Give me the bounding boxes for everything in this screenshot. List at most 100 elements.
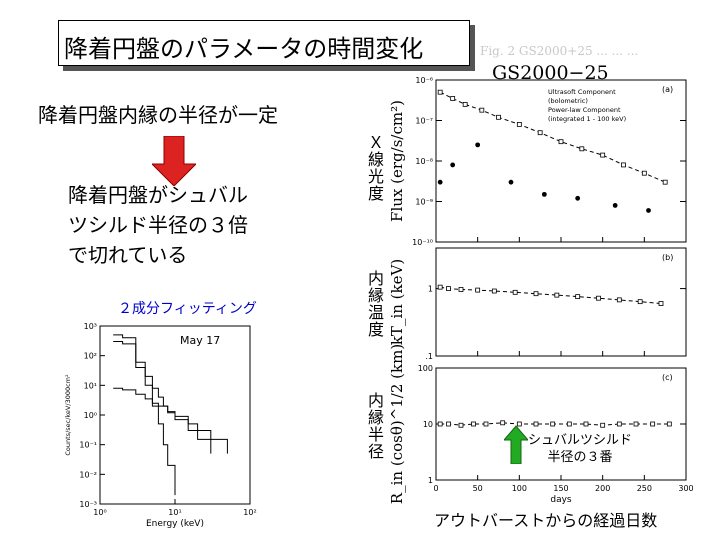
data-point: [516, 421, 522, 427]
y-axis-label: kT_in (keV): [388, 259, 406, 345]
data-point: [446, 421, 451, 427]
y-tick-label: 10⁻²: [79, 470, 97, 479]
data-point: [550, 421, 556, 427]
data-point: [612, 203, 618, 208]
data-point: [450, 162, 456, 168]
data-point: [616, 421, 622, 427]
fit-label: ２成分フィッティング: [118, 301, 257, 317]
annotation-line-1: シュバルツシルド: [528, 433, 633, 448]
legend-entry: Power-law Component: [548, 106, 621, 114]
conclusion-line-1: 降着円盤がシュバル: [68, 183, 248, 207]
data-point: [458, 422, 464, 428]
panel-tag: (a): [662, 85, 673, 94]
parameter-panels: 10⁻⁶ 10⁻⁷ 10⁻⁸ 10⁻⁹ 10⁻¹⁰ Flux (erg/s/cm²) (a)…: [388, 76, 694, 505]
radius-side-label: 内縁半径: [365, 392, 384, 460]
panel-frame: [435, 79, 687, 243]
y-tick-label: 1: [428, 285, 433, 294]
legend-entry: Ultrasoft Component: [548, 88, 616, 96]
y-tick-label: 10⁻⁹: [415, 198, 433, 207]
data-point: [512, 289, 518, 295]
data-point: [491, 288, 497, 294]
x-tick-label: 0: [433, 484, 438, 493]
y-tick-label: 10: [423, 420, 433, 429]
data-point: [600, 152, 606, 158]
down-arrow-icon: [152, 136, 196, 186]
data-point: [437, 89, 443, 95]
y-tick-label: 10³: [84, 322, 97, 331]
data-point: [575, 294, 581, 300]
data-point: [596, 295, 601, 301]
data-point: [437, 284, 443, 290]
y-tick-label: .1: [425, 352, 433, 361]
y-axis-label: R_in (cosθ)^1/2 (km): [388, 344, 406, 504]
temperature-side-label: 内縁温度: [365, 270, 384, 338]
data-point: [475, 287, 481, 293]
slide-title: 降着円盤のパラメータの時間変化: [64, 35, 424, 63]
data-point: [471, 421, 476, 427]
data-point: [450, 96, 456, 101]
panel-tag: (b): [662, 253, 673, 262]
x-tick-label: 50: [473, 484, 483, 493]
data-point: [662, 179, 668, 185]
x-tick-label: 200: [595, 484, 610, 493]
bottom-caption: アウトバーストからの経過日数: [434, 511, 658, 530]
ghost-text: Fig. 2 GS2000+25 ... ... ...: [480, 44, 639, 58]
source-label: GS2000−25: [492, 62, 609, 84]
annotation-line-2: 半径の３番: [547, 450, 613, 465]
spectrum-series: [113, 387, 228, 454]
x-tick-label: 10²: [243, 508, 256, 517]
panel-frame: [435, 247, 687, 357]
data-point: [446, 286, 451, 291]
x-tick-label: 300: [678, 484, 693, 493]
conclusion-line-2: ツシルド半径の３倍: [68, 213, 248, 237]
x-axis-label: days: [550, 495, 572, 505]
arrow-shape: [152, 136, 196, 186]
data-point: [616, 297, 622, 303]
spectrum-annotation: May 17: [180, 334, 220, 347]
data-point: [437, 421, 443, 427]
data-point: [637, 299, 643, 305]
x-tick-label: 250: [637, 484, 652, 493]
y-axis-label: Flux (erg/s/cm²): [388, 100, 406, 222]
data-point: [583, 421, 589, 427]
data-point: [575, 195, 581, 201]
x-tick-label: 150: [553, 484, 568, 493]
x-axis-label: Energy (keV): [146, 519, 204, 528]
data-point: [508, 179, 514, 185]
data-point: [621, 162, 626, 168]
data-point: [516, 122, 522, 127]
data-point: [458, 287, 464, 292]
data-point: [554, 292, 560, 298]
y-tick-label: 10²: [84, 352, 97, 361]
schwarzschild-annotation: シュバルツシルド 半径の３番: [528, 432, 633, 466]
legend-entry: (bolometric): [548, 97, 588, 105]
data-point: [566, 421, 572, 427]
data-point: [533, 421, 539, 427]
x-tick-label: 10⁰: [93, 508, 106, 517]
y-tick-label: 10⁻⁶: [415, 76, 433, 85]
data-point: [646, 208, 651, 213]
legend-entry: (integrated 1 - 100 keV): [548, 115, 626, 123]
data-point: [579, 146, 585, 152]
data-point: [600, 422, 606, 428]
data-point: [633, 421, 639, 427]
up-arrow-icon: [504, 425, 528, 464]
conclusion-line-3: で切れている: [68, 243, 188, 267]
data-point: [558, 139, 564, 145]
data-point: [483, 421, 489, 427]
y-tick-label: 10⁻⁷: [415, 117, 433, 126]
y-tick-label: 10⁰: [84, 411, 97, 420]
panel-tag: (c): [662, 373, 673, 382]
data-point: [437, 179, 443, 185]
y-axis-label: Counts/sec/keV/3000cm²: [64, 374, 72, 456]
y-tick-label: 10⁻³: [79, 500, 97, 509]
data-point: [533, 291, 539, 297]
data-point: [479, 107, 485, 113]
y-tick-label: 1: [428, 476, 433, 485]
data-point: [641, 170, 647, 176]
data-point: [537, 130, 543, 136]
title-box: [58, 20, 470, 66]
data-point: [475, 142, 481, 148]
data-point: [496, 114, 501, 120]
data-point: [650, 421, 656, 427]
